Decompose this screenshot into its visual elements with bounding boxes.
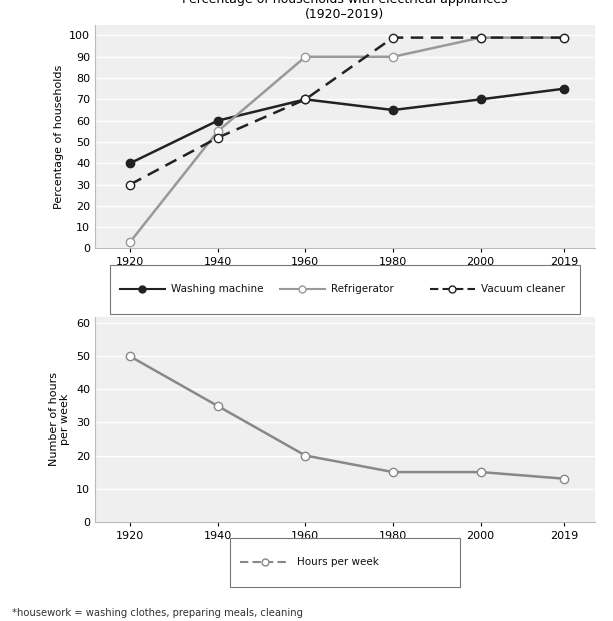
X-axis label: Year: Year [332,271,357,284]
Title: Number of hours of housework* per week,
per household (1920–2019): Number of hours of housework* per week, … [212,285,478,313]
Text: *housework = washing clothes, preparing meals, cleaning: *housework = washing clothes, preparing … [12,608,303,618]
Text: Refrigerator: Refrigerator [331,284,394,294]
Y-axis label: Percentage of households: Percentage of households [53,65,64,209]
Y-axis label: Number of hours
per week: Number of hours per week [49,372,70,466]
Text: Vacuum cleaner: Vacuum cleaner [481,284,565,294]
X-axis label: Year: Year [332,545,357,558]
Title: Percentage of households with electrical appliances
(1920–2019): Percentage of households with electrical… [182,0,508,21]
Text: Hours per week: Hours per week [297,557,379,567]
Text: Washing machine: Washing machine [171,284,264,294]
